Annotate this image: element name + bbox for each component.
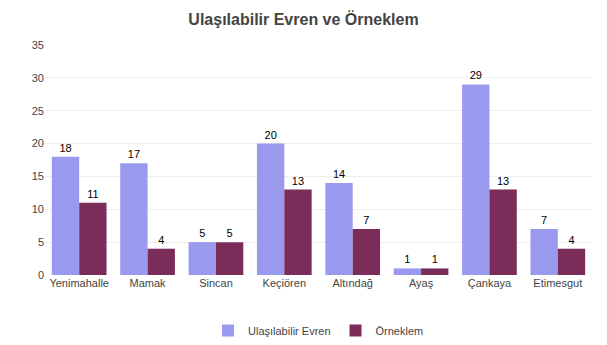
- svg-text:Ulaşılabilir Evren ve Örneklem: Ulaşılabilir Evren ve Örneklem: [188, 10, 418, 28]
- svg-text:Altındağ: Altındağ: [333, 277, 373, 289]
- svg-text:4: 4: [568, 234, 574, 246]
- svg-text:7: 7: [541, 214, 547, 226]
- svg-text:15: 15: [32, 170, 44, 182]
- svg-text:29: 29: [470, 69, 482, 81]
- svg-text:14: 14: [333, 168, 345, 180]
- svg-text:0: 0: [38, 269, 44, 281]
- svg-text:7: 7: [363, 214, 369, 226]
- svg-text:5: 5: [38, 236, 44, 248]
- svg-text:18: 18: [59, 142, 71, 154]
- svg-text:5: 5: [199, 227, 205, 239]
- svg-text:1: 1: [432, 253, 438, 265]
- svg-text:4: 4: [158, 234, 164, 246]
- svg-text:13: 13: [292, 175, 304, 187]
- svg-text:20: 20: [32, 137, 44, 149]
- svg-text:Keçiören: Keçiören: [263, 277, 306, 289]
- svg-text:Ayaş: Ayaş: [409, 277, 434, 289]
- svg-text:20: 20: [265, 129, 277, 141]
- svg-text:Etimesgut: Etimesgut: [533, 277, 582, 289]
- svg-text:35: 35: [32, 39, 44, 51]
- svg-text:Örneklem: Örneklem: [376, 325, 424, 337]
- svg-text:30: 30: [32, 72, 44, 84]
- svg-text:Mamak: Mamak: [130, 277, 167, 289]
- svg-text:Sincan: Sincan: [199, 277, 233, 289]
- svg-text:1: 1: [404, 253, 410, 265]
- svg-text:17: 17: [128, 148, 140, 160]
- svg-text:11: 11: [87, 188, 98, 200]
- svg-text:5: 5: [227, 227, 233, 239]
- svg-text:Ulaşılabilir Evren: Ulaşılabilir Evren: [248, 325, 331, 337]
- svg-text:25: 25: [32, 105, 44, 117]
- svg-text:Yenimahalle: Yenimahalle: [49, 277, 109, 289]
- svg-text:13: 13: [497, 175, 509, 187]
- svg-text:Çankaya: Çankaya: [468, 277, 512, 289]
- svg-text:10: 10: [32, 203, 44, 215]
